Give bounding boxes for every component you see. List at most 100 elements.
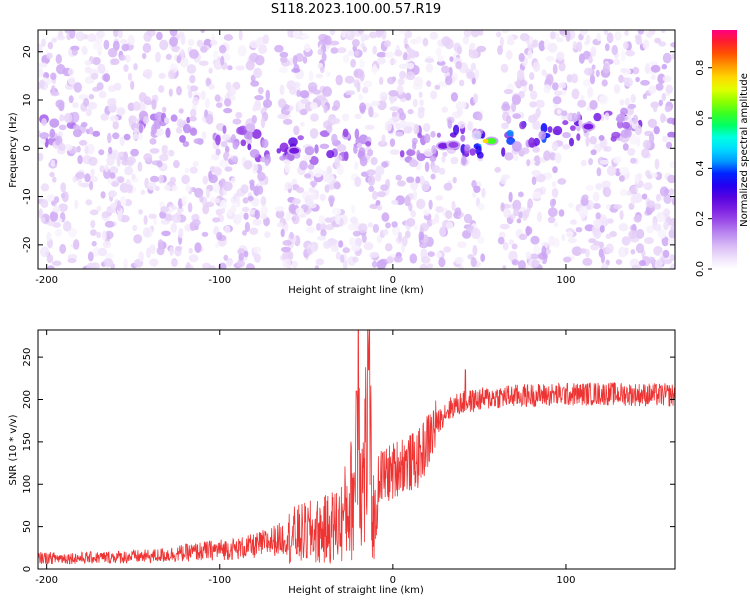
heatmap-cell [245,263,256,269]
heatmap-cell [644,63,650,75]
heatmap-cell [219,199,227,211]
heatmap-cell [296,89,301,97]
heatmap-cell [143,227,150,238]
heatmap-cell [470,62,477,71]
heatmap-cell [173,160,180,169]
heatmap-cell [469,42,476,51]
heatmap-cell [364,124,375,130]
heatmap-cell [381,212,390,222]
heatmap-cell [431,165,441,174]
heatmap-cell [205,113,214,125]
heatmap-cell [588,158,594,166]
heatmap-cell [365,141,372,147]
heatmap-cell [235,196,241,208]
heatmap-cell [224,227,230,233]
heatmap-cell [165,53,172,61]
heatmap-cell [511,141,522,152]
heatmap-cell [372,64,378,75]
heatmap-cell [240,139,247,147]
heatmap-cell [541,245,547,257]
heatmap-cell [394,49,403,57]
snr-y-tick-label: 200 [22,390,33,409]
heatmap-cell [288,251,294,261]
heatmap-cell [395,122,401,130]
heatmap-cell [96,82,104,91]
heatmap-cell [602,63,610,74]
heatmap-cell [567,237,578,244]
heatmap-cell [556,37,564,43]
colorbar-tick-label: 0.4 [695,160,706,176]
heatmap-cell [342,247,351,254]
heatmap-cell [116,107,126,116]
heatmap-cell [501,122,509,130]
heatmap-cell [110,58,120,65]
heatmap-cell [585,136,590,147]
heatmap-cell [85,199,93,206]
heatmap-cell [603,30,609,36]
heatmap-cells [38,30,675,269]
heatmap-cell [121,43,129,52]
heatmap-cell [561,233,566,242]
heatmap-cell [282,240,293,246]
heatmap-cell [671,197,675,206]
heatmap-cell [46,194,57,203]
heatmap-cell [368,185,375,192]
heatmap-cell [583,79,592,87]
heatmap-cell [52,260,62,267]
heatmap-cell [171,258,178,267]
heatmap-cell [643,182,653,191]
heatmap-cell [570,73,579,84]
heatmap-cell [413,224,418,231]
heatmap-cell [654,158,660,170]
heatmap-cell [423,148,434,157]
heatmap-cell [243,160,253,170]
heatmap-cell [177,207,184,213]
heatmap-cell [161,230,171,237]
heatmap-cell [312,89,321,95]
heatmap-cell [291,260,298,269]
heatmap-cell [242,230,247,236]
heatmap-cell [178,228,184,239]
heatmap-cell [67,68,74,76]
heatmap-cell [60,192,66,199]
heatmap-cell [391,199,399,205]
heatmap-cell [249,179,255,186]
heatmap-cell [412,189,418,201]
heatmap-cell [132,224,138,232]
heatmap-cell [170,114,178,122]
heatmap-cell [670,224,675,232]
heatmap-cell [379,76,384,85]
heatmap-cell [185,184,191,193]
heatmap-cell [480,253,486,262]
heatmap-cell [185,262,191,269]
heatmap-cell [590,46,597,57]
heatmap-cell [56,217,63,224]
heatmap-cell [662,75,672,83]
heatmap-cell [80,182,90,188]
heatmap-cell [577,99,587,108]
heatmap-cell [526,159,531,167]
heatmap-cell [38,43,43,54]
heatmap-cell [247,143,252,151]
heatmap-cell [196,39,204,48]
heatmap-cell [571,88,580,100]
heatmap-cell [88,126,94,135]
heatmap-cell [180,34,186,45]
heatmap-cell [118,151,124,157]
heatmap-cell [571,112,578,123]
heatmap-cell [345,90,356,96]
heatmap-cell [431,145,437,155]
heatmap-cell [622,143,629,151]
heatmap-cell [430,173,436,180]
heatmap-cell [463,213,473,224]
heatmap-cell [646,200,656,209]
heatmap-cell [309,128,319,139]
heatmap-cell [148,213,157,219]
heatmap-cell [551,141,559,152]
heatmap-cell [92,42,101,50]
heatmap-cell [512,199,522,211]
heatmap-cell [531,169,541,177]
heatmap-cell [391,224,400,236]
heatmap-cell [624,247,629,256]
colorbar: 0.0 0.2 0.4 0.6 0.8 Normalized spectral ampl… [695,30,750,277]
